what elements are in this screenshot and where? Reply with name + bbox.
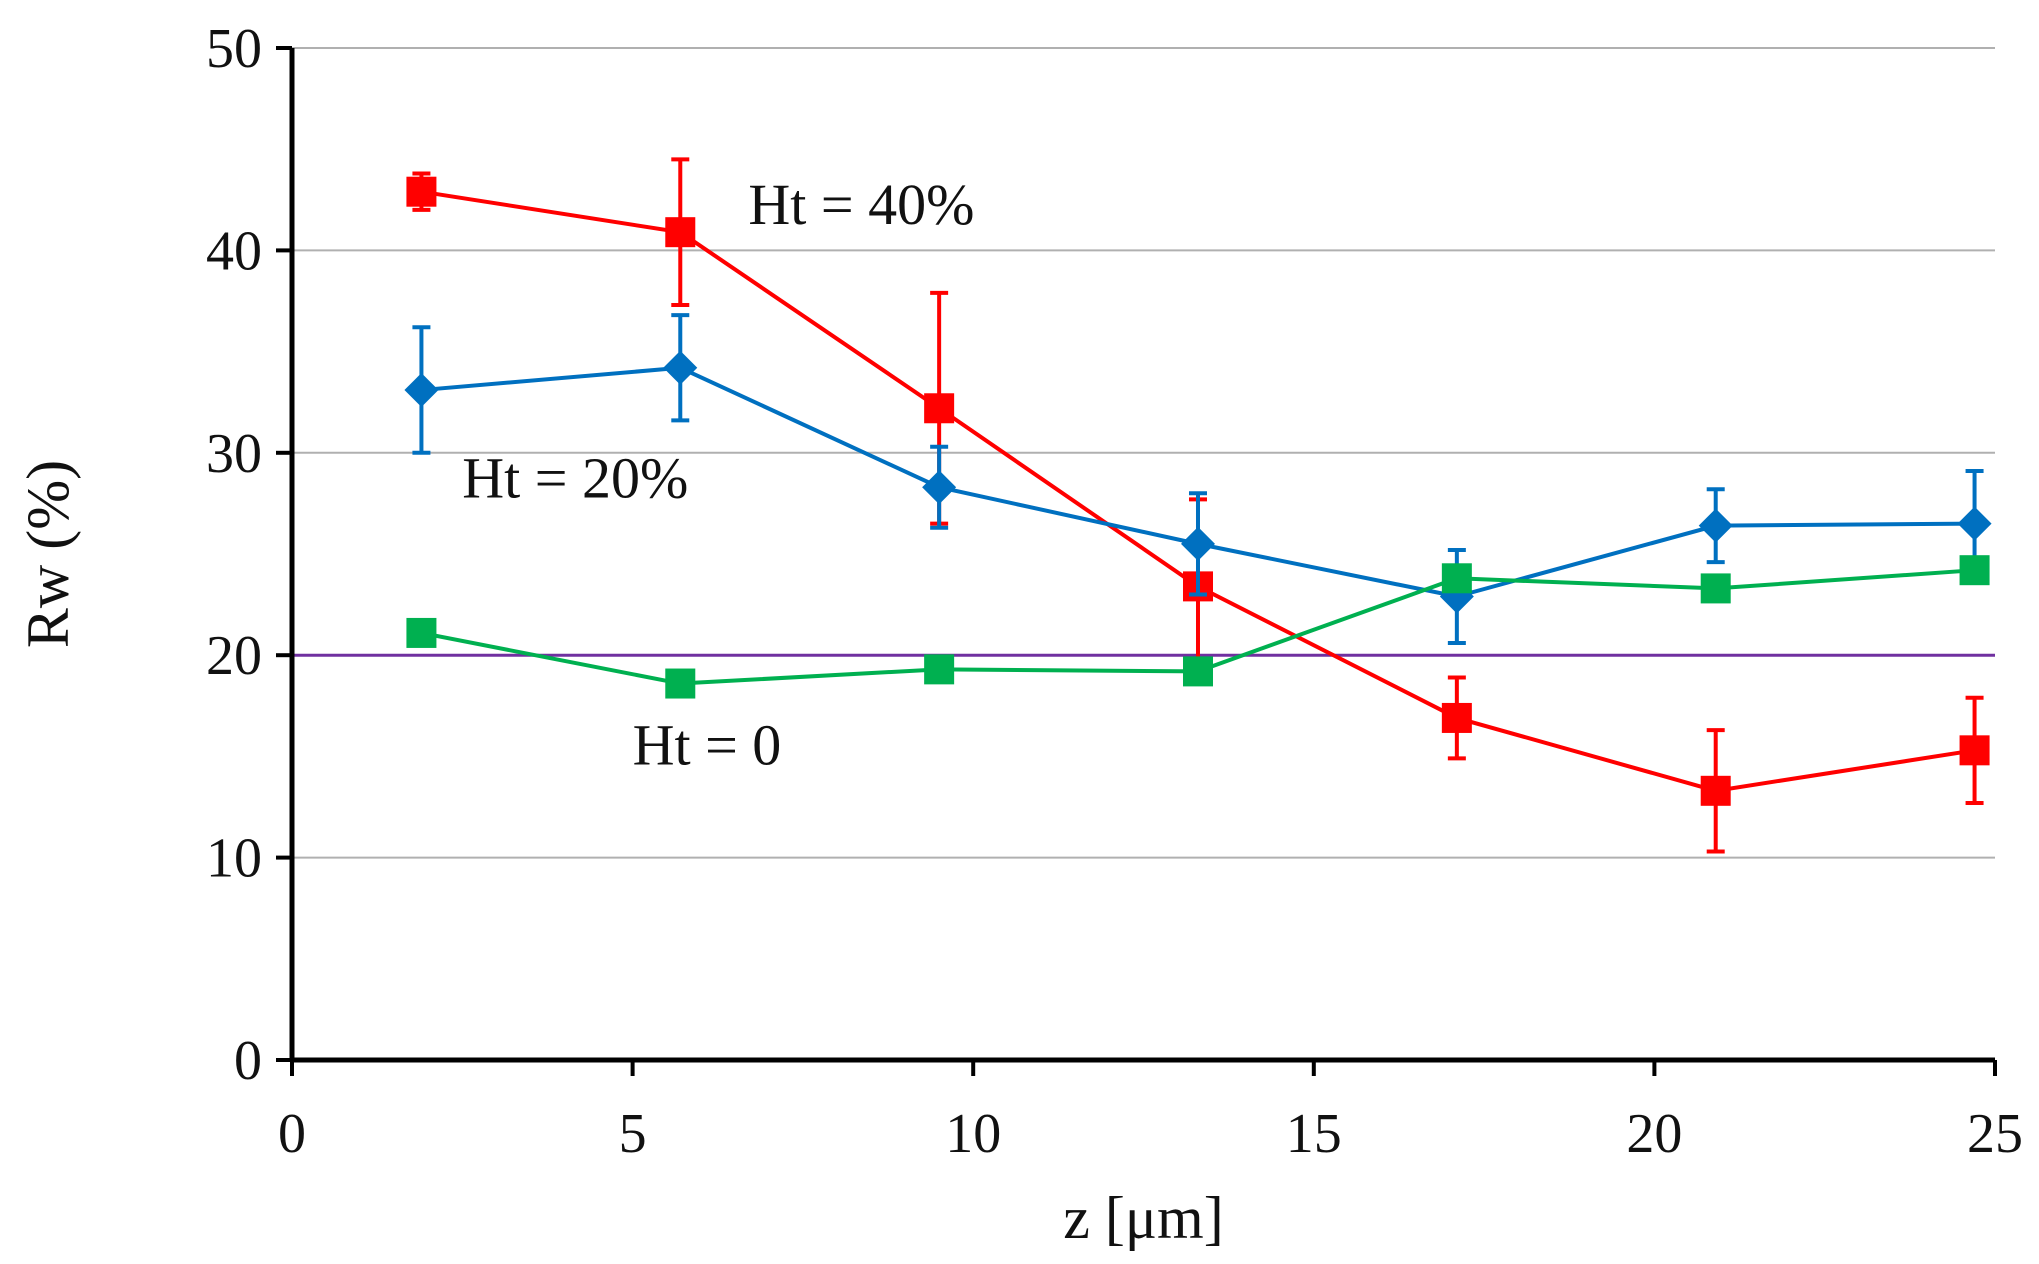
x-tick-label-20: 20 [1626, 1103, 1682, 1165]
x-tick-label-10: 10 [945, 1103, 1001, 1165]
data-point [924, 393, 955, 424]
series-ht-0 [406, 555, 1990, 699]
data-point [665, 217, 696, 248]
y-tick-label-30: 30 [206, 423, 262, 485]
y-tick-label-20: 20 [206, 625, 262, 687]
y-tick-label-50: 50 [206, 18, 262, 80]
data-point [922, 470, 957, 505]
series-group [404, 157, 1992, 854]
data-point [1441, 563, 1472, 594]
x-axis-title: z [μm] [1063, 1185, 1223, 1251]
y-tick-label-40: 40 [206, 220, 262, 282]
y-tick-label-10: 10 [206, 828, 262, 890]
data-point [1698, 508, 1733, 543]
y-tick-label-0: 0 [234, 1030, 262, 1092]
data-point [1700, 573, 1731, 604]
data-point [665, 668, 696, 699]
x-tick-label-5: 5 [619, 1103, 647, 1165]
x-tick-label-25: 25 [1967, 1103, 2023, 1165]
annotation-1: Ht = 40% [748, 172, 974, 237]
data-point [1182, 656, 1213, 687]
x-tick-label-0: 0 [278, 1103, 306, 1165]
axes [276, 46, 1997, 1076]
data-point [1441, 702, 1472, 733]
data-point [1959, 555, 1990, 586]
data-point [1957, 506, 1992, 541]
data-point [406, 176, 437, 207]
y-axis-title: Rw (%) [15, 460, 81, 648]
labels-group: z [μm] Rw (%) 0 10 20 30 40 50 0 5 10 15 20 25 Ht = … [15, 18, 2023, 1251]
data-point [406, 617, 437, 648]
annotation-3: Ht = 0 [633, 712, 782, 777]
data-point [1700, 775, 1731, 806]
data-point [663, 350, 698, 385]
x-tick-label-15: 15 [1286, 1103, 1342, 1165]
annotation-2: Ht = 20% [462, 445, 688, 510]
data-point [1959, 735, 1990, 766]
data-point [924, 654, 955, 685]
data-point [1180, 526, 1215, 561]
data-point [404, 373, 439, 408]
